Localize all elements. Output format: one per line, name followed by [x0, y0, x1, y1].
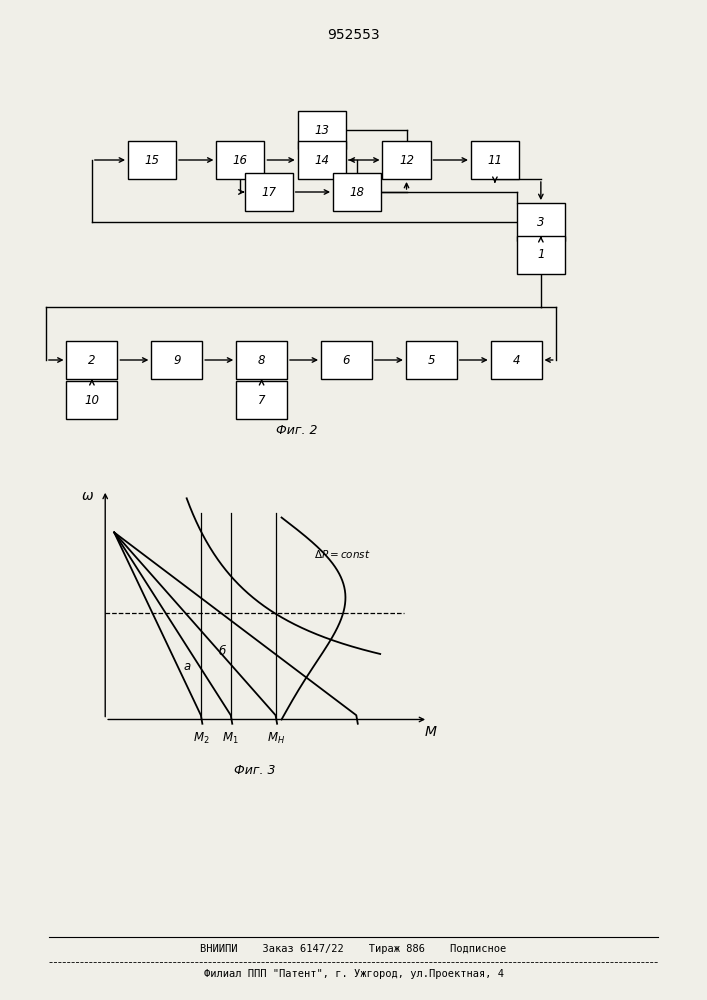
- Text: Фиг. 3: Фиг. 3: [234, 764, 275, 776]
- Text: 2: 2: [88, 354, 95, 366]
- Text: 1: 1: [537, 248, 544, 261]
- Text: M: M: [425, 725, 437, 739]
- Bar: [216, 141, 264, 179]
- Bar: [66, 381, 117, 419]
- Bar: [321, 341, 372, 379]
- Text: a: a: [184, 660, 191, 673]
- Text: 7: 7: [258, 393, 265, 406]
- Bar: [236, 381, 287, 419]
- Bar: [517, 236, 565, 274]
- Text: $\Delta P{=}const$: $\Delta P{=}const$: [315, 548, 371, 560]
- Text: 13: 13: [314, 123, 329, 136]
- Text: 952553: 952553: [327, 28, 380, 42]
- Text: $M_2$: $M_2$: [192, 731, 209, 746]
- Text: 3: 3: [537, 216, 544, 229]
- Bar: [128, 141, 176, 179]
- Bar: [66, 341, 117, 379]
- Text: 10: 10: [84, 393, 100, 406]
- Text: б: б: [218, 645, 226, 658]
- Bar: [491, 341, 542, 379]
- Bar: [298, 141, 346, 179]
- Text: 18: 18: [349, 186, 365, 198]
- Text: 15: 15: [144, 153, 160, 166]
- Text: $M_H$: $M_H$: [267, 731, 285, 746]
- Text: 5: 5: [428, 354, 435, 366]
- Text: 16: 16: [233, 153, 248, 166]
- Text: ω: ω: [81, 489, 93, 503]
- Bar: [406, 341, 457, 379]
- Text: $M_1$: $M_1$: [223, 731, 239, 746]
- Text: 11: 11: [487, 153, 503, 166]
- Bar: [245, 173, 293, 211]
- Bar: [151, 341, 202, 379]
- Text: 8: 8: [258, 354, 265, 366]
- Bar: [517, 203, 565, 241]
- Text: Фиг. 2: Фиг. 2: [276, 424, 317, 436]
- Text: 14: 14: [314, 153, 329, 166]
- Bar: [471, 141, 519, 179]
- Text: 12: 12: [399, 153, 414, 166]
- Text: 17: 17: [261, 186, 276, 198]
- Bar: [382, 141, 431, 179]
- Text: ВНИИПИ    Заказ 6147/22    Тираж 886    Подписное: ВНИИПИ Заказ 6147/22 Тираж 886 Подписное: [200, 944, 507, 954]
- Text: 6: 6: [343, 354, 350, 366]
- Bar: [298, 111, 346, 149]
- Bar: [236, 341, 287, 379]
- Text: 4: 4: [513, 354, 520, 366]
- Text: 9: 9: [173, 354, 180, 366]
- Bar: [333, 173, 381, 211]
- Text: Филиал ППП "Патент", г. Ужгород, ул.Проектная, 4: Филиал ППП "Патент", г. Ужгород, ул.Прое…: [204, 969, 503, 979]
